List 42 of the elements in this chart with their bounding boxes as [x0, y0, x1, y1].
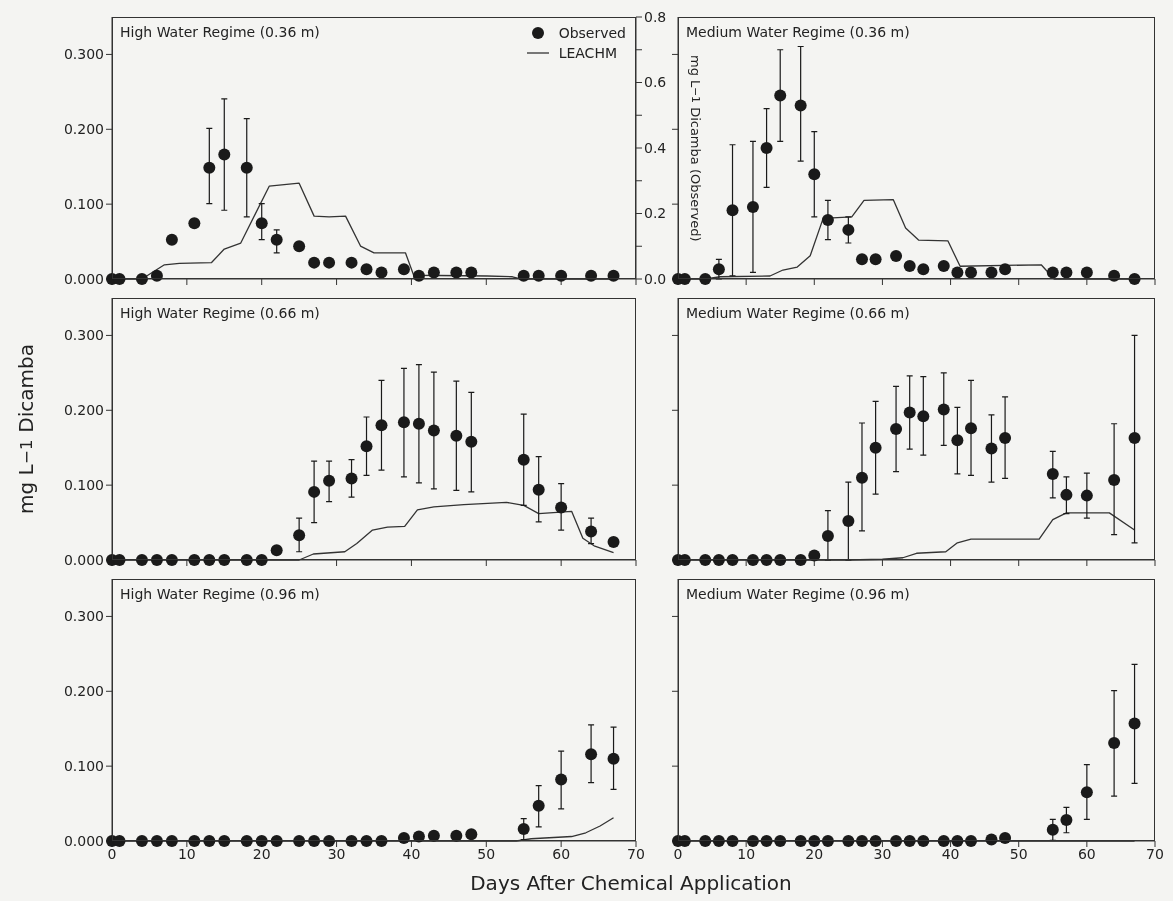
x-axis-title: Days After Chemical Application	[469, 871, 793, 895]
text: High Water Regime (0.36 m)	[120, 24, 320, 40]
x-tick-label: 10	[737, 845, 756, 862]
x-tick-label: 0	[673, 845, 683, 862]
x-tick-label: 70	[1146, 845, 1164, 862]
y-tick-label: 0.100	[63, 758, 104, 775]
y-tick-label: 0.000	[63, 832, 104, 849]
y-tick-label: 0.100	[63, 196, 104, 213]
y-tick-label: 0.300	[63, 608, 104, 625]
y-tick-label: 0.200	[63, 683, 104, 700]
legend-label: LEACHM	[558, 45, 617, 61]
text: Medium Water Regime (0.36 m)	[686, 24, 910, 40]
y-tick-label: 0.100	[63, 477, 104, 494]
x-tick-label: 70	[627, 845, 645, 862]
y2-tick-label: 0.0	[644, 270, 667, 287]
x-tick-label: 20	[252, 845, 271, 862]
y-tick-label: 0.000	[63, 551, 104, 568]
legend-label: Observed	[558, 25, 626, 41]
y-tick-label: 0.300	[63, 46, 104, 63]
y-tick-label: 0.200	[63, 402, 104, 419]
x-tick-label: 0	[107, 845, 117, 862]
x-tick-label: 20	[805, 845, 824, 862]
x-tick-label: 60	[1077, 845, 1096, 862]
text: High Water Regime (0.66 m)	[120, 305, 320, 321]
y-tick-label: 0.300	[63, 327, 104, 344]
x-tick-label: 60	[552, 845, 571, 862]
y2-tick-label: 0.2	[644, 205, 667, 222]
x-tick-label: 30	[327, 845, 346, 862]
y-tick-label: 0.200	[63, 121, 104, 138]
y2-tick-label: 0.6	[644, 74, 667, 91]
y2-tick-label: 0.4	[644, 139, 667, 156]
x-tick-label: 30	[873, 845, 892, 862]
x-tick-label: 50	[477, 845, 496, 862]
text: Medium Water Regime (0.66 m)	[686, 305, 910, 321]
text: Medium Water Regime (0.96 m)	[686, 586, 910, 602]
x-tick-label: 40	[941, 845, 960, 862]
x-tick-label: 50	[1009, 845, 1028, 862]
x-tick-label: 10	[177, 845, 196, 862]
y2-tick-label: 0.8	[644, 8, 667, 25]
y-tick-label: 0.000	[63, 270, 104, 287]
text: High Water Regime (0.96 m)	[120, 586, 320, 602]
x-tick-label: 40	[402, 845, 421, 862]
